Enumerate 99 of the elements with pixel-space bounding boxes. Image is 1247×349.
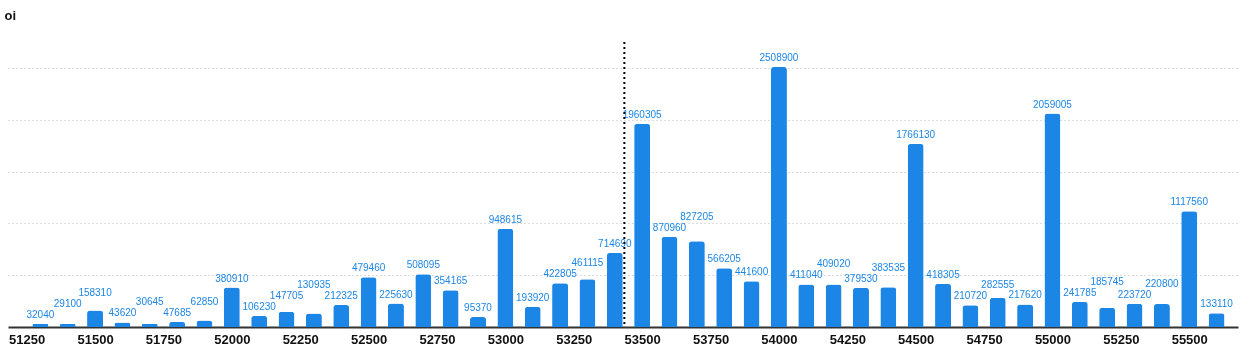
bar bbox=[1153, 304, 1170, 327]
data-label: 106230 bbox=[242, 300, 277, 312]
bar bbox=[497, 228, 514, 327]
data-label: 566205 bbox=[707, 253, 742, 265]
x-tick-label: 55250 bbox=[1103, 331, 1140, 347]
bar bbox=[223, 287, 240, 327]
x-tick-label: 52750 bbox=[419, 331, 456, 347]
bar bbox=[552, 283, 569, 327]
bar bbox=[661, 236, 678, 327]
x-tick-label: 55500 bbox=[1171, 331, 1208, 347]
data-label: 210720 bbox=[953, 290, 988, 302]
bar bbox=[1071, 301, 1088, 327]
data-label: 441600 bbox=[734, 266, 769, 278]
x-tick-label: 55000 bbox=[1034, 331, 1072, 347]
data-label: 418305 bbox=[926, 268, 961, 280]
bar bbox=[880, 287, 897, 327]
data-label: 354165 bbox=[433, 275, 468, 287]
x-tick-label: 51500 bbox=[77, 331, 114, 347]
data-label: 147705 bbox=[269, 289, 304, 301]
bar bbox=[333, 305, 350, 327]
data-label: 1960305 bbox=[622, 108, 663, 120]
bar bbox=[852, 287, 869, 327]
data-label: 223720 bbox=[1117, 288, 1152, 300]
data-label: 2059005 bbox=[1032, 98, 1073, 110]
x-tick-label: 53250 bbox=[556, 331, 593, 347]
data-label: 379530 bbox=[844, 272, 879, 284]
y-axis-title: oi bbox=[4, 7, 17, 23]
bar bbox=[770, 66, 787, 327]
x-tick-label: 54500 bbox=[898, 331, 935, 347]
data-label: 948615 bbox=[488, 213, 523, 225]
data-label: 217620 bbox=[1008, 289, 1043, 301]
data-label: 47685 bbox=[163, 307, 192, 319]
bar bbox=[935, 283, 952, 327]
bar bbox=[907, 143, 924, 327]
bar bbox=[989, 297, 1006, 327]
data-label: 383535 bbox=[871, 261, 906, 273]
data-label: 870960 bbox=[652, 221, 687, 233]
data-label: 225630 bbox=[379, 288, 414, 300]
x-tick-label: 51750 bbox=[145, 331, 183, 347]
x-tick-label: 52250 bbox=[282, 331, 319, 347]
x-tick-label: 52500 bbox=[351, 331, 388, 347]
data-label: 411040 bbox=[789, 269, 824, 281]
bar bbox=[59, 323, 76, 327]
bar bbox=[1126, 303, 1143, 327]
data-label: 62850 bbox=[190, 296, 219, 308]
data-label: 380910 bbox=[215, 272, 249, 284]
bar bbox=[1017, 304, 1034, 327]
data-label: 827205 bbox=[680, 210, 714, 222]
bar bbox=[524, 306, 541, 327]
bar bbox=[1099, 307, 1116, 327]
bar bbox=[387, 303, 404, 327]
data-label: 158310 bbox=[78, 286, 113, 298]
x-tick-label: 53000 bbox=[487, 331, 524, 347]
x-tick-label: 53750 bbox=[692, 331, 730, 347]
data-label: 133110 bbox=[1200, 298, 1234, 310]
data-label: 714690 bbox=[598, 237, 632, 249]
bar bbox=[579, 279, 596, 327]
x-tick-label: 52000 bbox=[214, 331, 251, 347]
bar bbox=[688, 241, 705, 327]
data-label: 1117560 bbox=[1170, 196, 1209, 208]
bar bbox=[415, 274, 432, 327]
bar bbox=[251, 315, 268, 327]
data-label: 43620 bbox=[108, 307, 137, 319]
data-label: 2508900 bbox=[759, 51, 799, 63]
bar bbox=[470, 317, 487, 327]
data-label: 508095 bbox=[406, 259, 441, 271]
data-label: 130935 bbox=[297, 278, 332, 290]
data-label: 212325 bbox=[324, 290, 359, 301]
x-tick-label: 54000 bbox=[761, 331, 798, 347]
x-tick-label: 53500 bbox=[624, 331, 661, 347]
bar bbox=[278, 311, 295, 327]
data-label: 95370 bbox=[464, 302, 493, 314]
bar bbox=[716, 268, 733, 327]
data-label: 409020 bbox=[816, 258, 851, 270]
bar bbox=[360, 277, 377, 327]
data-label: 241785 bbox=[1063, 286, 1097, 298]
bar bbox=[1181, 211, 1198, 327]
bar bbox=[798, 284, 815, 327]
data-label: 461115 bbox=[571, 257, 604, 269]
data-label: 32040 bbox=[26, 308, 55, 320]
x-tick-label: 54250 bbox=[829, 331, 866, 347]
data-label: 193920 bbox=[516, 291, 550, 303]
bar bbox=[606, 252, 623, 327]
data-label: 30645 bbox=[135, 296, 165, 308]
data-label: 1766130 bbox=[896, 128, 936, 140]
bar bbox=[634, 123, 651, 327]
data-label: 29100 bbox=[53, 297, 83, 309]
data-label: 220800 bbox=[1145, 277, 1179, 289]
data-label: 422805 bbox=[543, 268, 578, 280]
data-label: 282555 bbox=[981, 279, 1015, 291]
bar bbox=[962, 305, 979, 327]
x-tick-label: 51250 bbox=[9, 331, 46, 347]
x-tick-label: 54750 bbox=[966, 331, 1003, 347]
bar bbox=[442, 290, 459, 327]
bar bbox=[825, 284, 842, 327]
data-label: 185745 bbox=[1090, 275, 1125, 287]
bar bbox=[1044, 113, 1061, 327]
data-label: 479460 bbox=[351, 262, 386, 274]
bar bbox=[743, 281, 760, 327]
